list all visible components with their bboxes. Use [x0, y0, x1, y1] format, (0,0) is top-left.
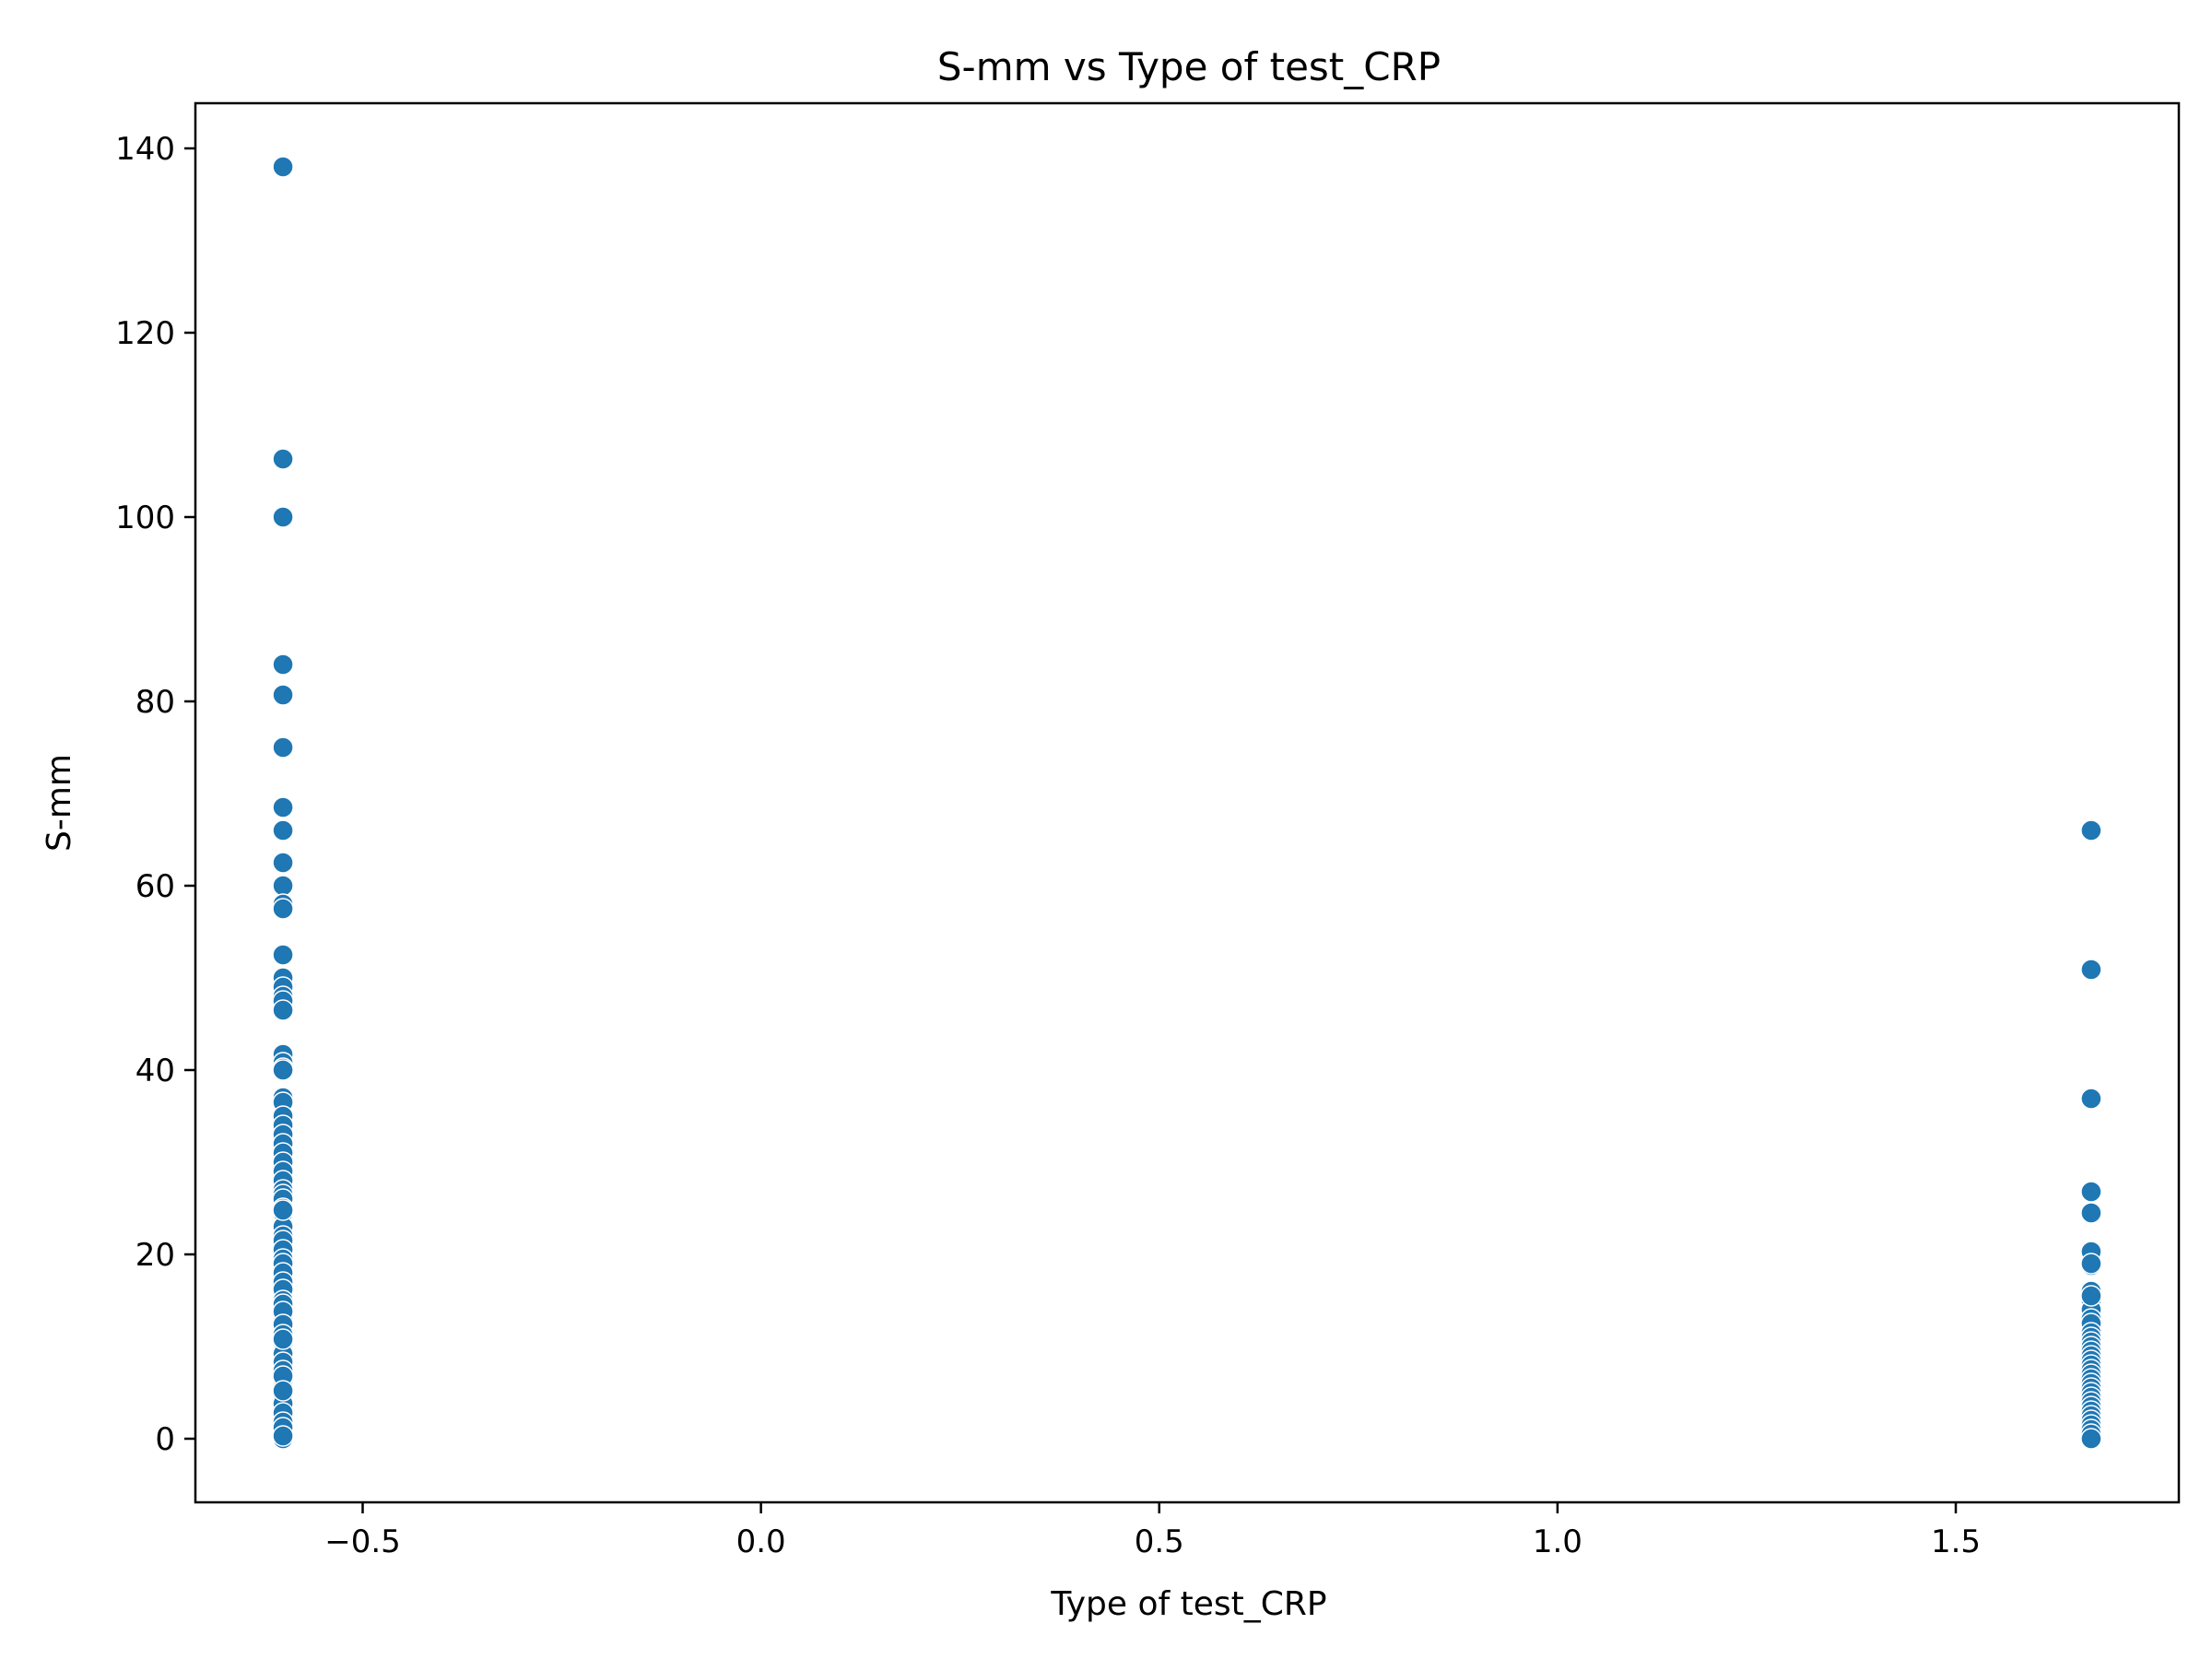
y-axis: 0 20 40 60 80 100 120 140	[115, 131, 195, 1458]
x-tick-label: 1.0	[1533, 1524, 1583, 1560]
y-tick-label: 40	[135, 1053, 175, 1089]
data-point	[272, 736, 294, 759]
y-tick-label: 60	[135, 868, 175, 905]
data-point	[272, 156, 294, 178]
data-point	[2080, 959, 2102, 981]
data-point	[272, 1380, 294, 1402]
data-point	[272, 852, 294, 874]
data-point	[272, 653, 294, 676]
data-point	[2080, 819, 2102, 841]
x-tick-label: 0.5	[1135, 1524, 1184, 1560]
y-tick-label: 20	[135, 1237, 175, 1274]
chart-title: S-mm vs Type of test_CRP	[937, 44, 1441, 89]
data-point	[2080, 1285, 2102, 1307]
y-tick-label: 120	[115, 315, 175, 352]
data-point	[272, 819, 294, 841]
x-axis: −0.5 0.0 0.5 1.0 1.5	[324, 1502, 1981, 1560]
data-point	[272, 506, 294, 528]
y-tick-label: 140	[115, 131, 175, 168]
data-point	[272, 1328, 294, 1350]
data-point	[2080, 1202, 2102, 1224]
x-tick-label: 0.0	[736, 1524, 786, 1560]
plot-frame	[194, 101, 2181, 1504]
data-point	[2080, 1088, 2102, 1110]
y-tick-label: 0	[155, 1421, 175, 1458]
data-point	[272, 944, 294, 966]
data-point	[272, 684, 294, 706]
data-point	[272, 898, 294, 920]
data-point	[272, 1425, 294, 1447]
y-tick-label: 80	[135, 684, 175, 721]
x-axis-label: Type of test_CRP	[1050, 1585, 1326, 1623]
data-point	[272, 796, 294, 818]
data-points	[272, 156, 2102, 1450]
data-point	[272, 1199, 294, 1221]
data-point	[272, 999, 294, 1021]
y-axis-label: S-mm	[41, 754, 78, 852]
data-point	[272, 448, 294, 470]
x-tick-label: −0.5	[324, 1524, 401, 1560]
data-point	[2080, 1428, 2102, 1450]
x-tick-label: 1.5	[1931, 1524, 1981, 1560]
y-tick-label: 100	[115, 500, 175, 536]
data-point	[272, 1059, 294, 1081]
data-point	[272, 875, 294, 897]
data-point	[2080, 1181, 2102, 1203]
data-point	[2080, 1253, 2102, 1275]
